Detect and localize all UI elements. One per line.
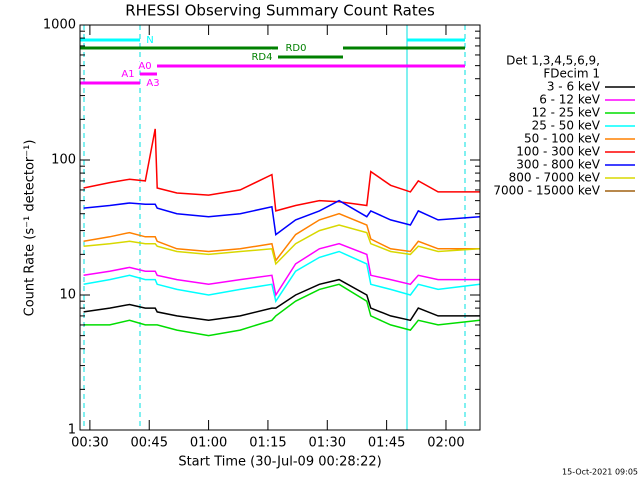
series-line <box>83 242 480 297</box>
legend-label: 25 - 50 keV <box>532 119 601 133</box>
legend-label: 800 - 7000 keV <box>509 171 601 185</box>
y-axis-label: Count Rate (s⁻¹ detector⁻¹) <box>23 140 38 317</box>
y-tick-label: 1 <box>68 423 76 438</box>
annotation-label: A1 <box>121 69 134 80</box>
legend-label: 6 - 12 keV <box>539 93 601 107</box>
annotation-label: N <box>146 35 153 46</box>
x-tick-label: 00:45 <box>131 436 168 451</box>
legend-label: 12 - 25 keV <box>532 106 601 120</box>
legend-label: 100 - 300 keV <box>516 145 600 159</box>
legend-label: 300 - 800 keV <box>516 158 600 172</box>
y-tick-label: 1000 <box>43 18 76 33</box>
x-tick-label: 02:00 <box>427 436 464 451</box>
annotation-label: RD0 <box>285 43 306 54</box>
series-line <box>83 224 481 266</box>
legend-label: 3 - 6 keV <box>547 80 601 94</box>
legend-title: FDecim 1 <box>543 67 600 81</box>
legend-title: Det 1,3,4,5,6,9, <box>506 54 600 68</box>
y-tick-label: 100 <box>51 153 76 168</box>
annotation-label: A0 <box>138 61 151 72</box>
x-tick-label: 01:30 <box>309 436 346 451</box>
series-line <box>83 278 480 322</box>
legend-label: 50 - 100 keV <box>524 132 601 146</box>
footer: 15-Oct-2021 09:05 <box>562 468 638 477</box>
legend-label: 7000 - 15000 keV <box>493 184 600 198</box>
series-line <box>83 199 481 236</box>
plot-frame <box>79 24 481 431</box>
series-line <box>83 212 480 263</box>
series-line <box>83 128 480 212</box>
x-tick-label: 01:15 <box>249 436 286 451</box>
chart-title: RHESSI Observing Summary Count Rates <box>125 2 435 20</box>
annotation-label: A3 <box>146 78 159 89</box>
annotation-label: RD4 <box>251 52 272 63</box>
x-tick-label: 01:45 <box>368 436 405 451</box>
x-axis-label: Start Time (30-Jul-09 00:28:22) <box>178 455 381 470</box>
y-tick-label: 10 <box>59 288 76 303</box>
x-tick-label: 00:30 <box>71 436 108 451</box>
series-line <box>83 283 481 337</box>
x-tick-label: 01:00 <box>190 436 227 451</box>
series-line <box>83 250 481 304</box>
